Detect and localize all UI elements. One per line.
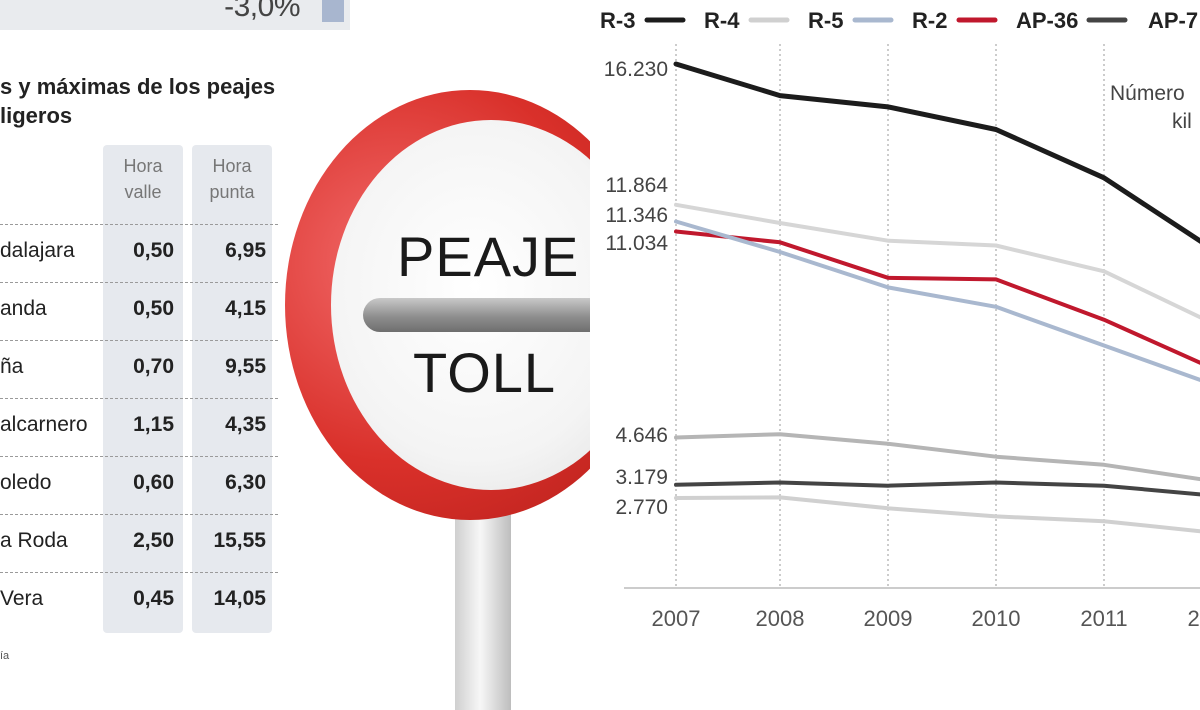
legend-label: R-2 (912, 8, 947, 33)
table-row: a Roda 2,50 15,55 (0, 514, 278, 573)
y-value-label: 16.230 (604, 58, 668, 81)
x-tick-label: 2007 (652, 606, 701, 631)
row-name: anda (0, 297, 47, 320)
x-tick-label: 2010 (972, 606, 1021, 631)
row-name: oledo (0, 471, 52, 494)
table-title: s y máximas de los peajes ligeros (0, 74, 276, 128)
y-value-label: 11.034 (605, 232, 668, 255)
row-valle: 0,50 (133, 239, 174, 262)
col-punta-background (192, 145, 272, 633)
row-valle: 0,70 (133, 355, 174, 378)
x-tick-label: 2008 (756, 606, 805, 631)
traffic-chart: 2007 2008 2009 2010 2011 2012 16.230 11.864 11.3… (590, 0, 1200, 675)
table-row: dalajara 0,50 6,95 (0, 224, 278, 283)
row-valle: 1,15 (133, 413, 174, 436)
y-value-label: 3.179 (615, 466, 668, 489)
row-valle: 0,50 (133, 297, 174, 320)
row-name: ña (0, 355, 24, 378)
table-row: Vera 0,45 14,05 (0, 572, 278, 631)
x-tick-label: 2009 (864, 606, 913, 631)
row-punta: 14,05 (213, 587, 266, 610)
sign-word-toll: TOLL (413, 341, 557, 404)
legend-label: R-4 (704, 8, 740, 33)
row-valle: 0,45 (133, 587, 174, 610)
legend-label: R-3 (600, 8, 635, 33)
series-line (674, 202, 1200, 320)
col-valle-header: Hora valle (123, 156, 163, 202)
legend-label: AP-36 (1016, 8, 1078, 33)
col-valle-background (103, 145, 183, 633)
chart-title-line: Número (1110, 82, 1185, 105)
row-name: dalajara (0, 239, 75, 262)
row-punta: 15,55 (213, 529, 266, 552)
line-chart-svg: 2007 2008 2009 2010 2011 2012 16.230 11.864 11.3… (600, 8, 1200, 631)
tolls-table-panel: -3,0% s y máximas de los peajes ligeros … (0, 0, 655, 710)
legend-label: AP-7 (1148, 8, 1198, 33)
row-valle: 0,60 (133, 471, 174, 494)
y-value-label: 2.770 (615, 496, 668, 519)
table-row: anda 0,50 4,15 (0, 282, 278, 341)
row-punta: 4,35 (225, 413, 266, 436)
toll-sign-illustration: PEAJE TOLL (285, 90, 655, 710)
percentage-box: -3,0% (0, 0, 350, 30)
table-row: alcarnero 1,15 4,35 (0, 398, 278, 457)
y-value-label: 11.346 (605, 204, 668, 227)
legend-label: R-5 (808, 8, 843, 33)
y-value-label: 4.646 (615, 424, 668, 447)
sign-word-peaje: PEAJE (397, 225, 580, 288)
row-name: Vera (0, 587, 44, 610)
series-line-r-5 (674, 219, 1200, 383)
row-name: alcarnero (0, 413, 88, 436)
percentage-swatch (322, 0, 344, 22)
sign-bar (363, 298, 623, 332)
table-row: oledo 0,60 6,30 (0, 456, 278, 515)
row-name: a Roda (0, 529, 68, 552)
y-value-label: 11.864 (605, 174, 668, 197)
series-line-r-4 (674, 495, 1200, 534)
source-note: ía (0, 650, 10, 662)
row-punta: 6,95 (225, 239, 266, 262)
x-tick-label: 2012 (1188, 606, 1200, 631)
row-punta: 9,55 (225, 355, 266, 378)
series-line-r-2 (674, 229, 1200, 365)
table-row: ña 0,70 9,55 (0, 340, 278, 399)
x-tick-label: 2011 (1080, 606, 1127, 631)
series-line-ap-7 (674, 432, 1200, 482)
row-punta: 4,15 (225, 297, 266, 320)
series-line-ap-36 (674, 480, 1200, 497)
percentage-value: -3,0% (224, 0, 300, 23)
row-valle: 2,50 (133, 529, 174, 552)
series-line-r-3 (673, 61, 1200, 244)
row-punta: 6,30 (225, 471, 266, 494)
col-punta-header: Hora punta (209, 156, 255, 202)
chart-title-line: kil (1172, 110, 1192, 133)
